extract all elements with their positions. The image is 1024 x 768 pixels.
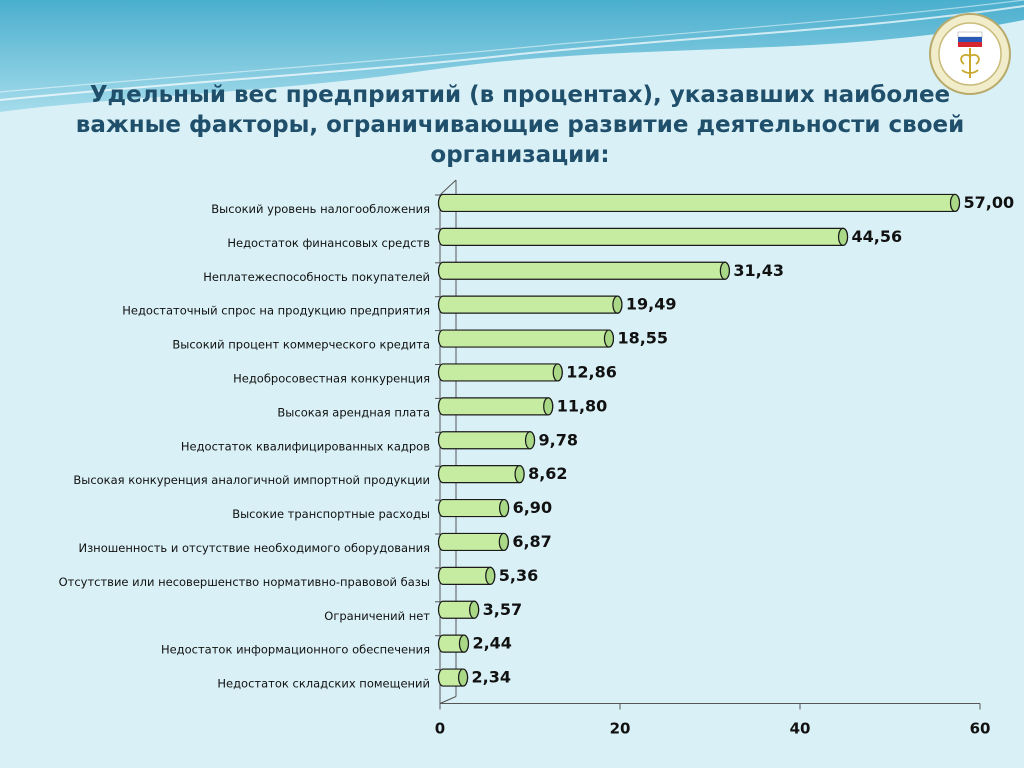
- ministry-emblem-icon: [929, 13, 1011, 95]
- x-tick-label: 40: [790, 720, 811, 738]
- bar-cap: [457, 668, 469, 687]
- bar-body: [437, 397, 554, 416]
- category-label: Недостаточный спрос на продукцию предпри…: [122, 304, 430, 318]
- data-label: 8,62: [528, 464, 567, 483]
- data-label: 11,80: [557, 396, 608, 415]
- bar: [437, 227, 849, 246]
- category-label: Недобросовестная конкуренция: [233, 371, 430, 385]
- category-label: Недостаток квалифицированных кадров: [181, 439, 430, 453]
- bar-body: [437, 261, 730, 280]
- bar-cap: [719, 261, 730, 280]
- page-title: Удельный вес предприятий (в процентах), …: [75, 82, 965, 168]
- data-label: 12,86: [566, 362, 617, 381]
- data-label: 2,44: [472, 634, 511, 653]
- bar-cap: [837, 227, 849, 246]
- bar: [437, 634, 470, 653]
- bar-body: [437, 363, 563, 382]
- category-label: Высокий уровень налогообложения: [211, 202, 430, 216]
- bar-cap: [552, 363, 563, 382]
- bar-body: [437, 465, 525, 484]
- category-label: Высокие транспортные расходы: [232, 507, 430, 521]
- bar-cap: [485, 566, 496, 585]
- category-label: Ограничений нет: [324, 609, 430, 623]
- data-label: 44,56: [852, 227, 903, 246]
- bar: [437, 498, 510, 518]
- bar: [437, 397, 554, 416]
- bar-cap: [949, 193, 961, 213]
- category-label: Неплатежеспособность покупателей: [203, 270, 430, 284]
- bar-cap: [612, 295, 623, 314]
- background-waves: [0, 0, 1024, 112]
- chart-labels: 0 20 40 60 Высокий уровень налогообложения 57…: [59, 193, 1015, 738]
- bar-cap: [543, 397, 554, 416]
- bar: [437, 465, 525, 484]
- bar: [437, 193, 961, 213]
- bar: [437, 363, 563, 382]
- data-label: 2,34: [472, 668, 511, 687]
- y-axis-bottom-edge: [439, 696, 457, 704]
- bar-cap: [498, 532, 509, 552]
- data-label: 19,49: [626, 295, 677, 314]
- chart-bars: [437, 193, 961, 687]
- category-label: Недостаток финансовых средств: [227, 236, 430, 250]
- bar: [437, 532, 509, 552]
- bar-body: [437, 329, 615, 348]
- data-label: 6,90: [513, 498, 552, 517]
- bar: [437, 329, 615, 348]
- data-label: 9,78: [539, 430, 578, 449]
- bar: [437, 566, 496, 585]
- category-label: Изношенность и отсутствие необходимого о…: [78, 541, 430, 555]
- bar: [437, 668, 469, 687]
- bar: [437, 295, 623, 314]
- x-tick-label: 60: [970, 720, 991, 738]
- bar-body: [437, 193, 961, 213]
- bar: [437, 431, 536, 450]
- data-label: 57,00: [964, 193, 1015, 212]
- data-label: 18,55: [617, 329, 668, 348]
- bar: [437, 600, 480, 619]
- bar-body: [437, 227, 849, 246]
- bar-body: [437, 498, 510, 518]
- category-label: Высокая арендная плата: [277, 405, 430, 419]
- data-label: 3,57: [483, 600, 522, 619]
- data-label: 31,43: [733, 261, 784, 280]
- bar-cap: [514, 465, 525, 484]
- bar-cap: [524, 431, 536, 450]
- bar-body: [437, 431, 536, 450]
- bar-cap: [603, 329, 615, 348]
- category-label: Высокий процент коммерческого кредита: [172, 338, 430, 352]
- category-label: Недостаток складских помещений: [217, 677, 430, 691]
- data-label: 5,36: [499, 566, 538, 585]
- y-axis-top-edge: [439, 179, 457, 196]
- bar: [437, 261, 730, 280]
- x-tick-label: 20: [610, 720, 631, 738]
- category-label: Высокая конкуренция аналогичной импортно…: [73, 473, 430, 487]
- bar-body: [437, 295, 623, 314]
- category-label: Отсутствие или несовершенство нормативно…: [59, 575, 430, 589]
- data-label: 6,87: [512, 532, 551, 551]
- bar-cap: [469, 600, 480, 619]
- x-tick-label: 0: [435, 720, 445, 738]
- category-label: Недостаток информационного обеспечения: [161, 643, 430, 657]
- bar-cap: [499, 498, 510, 518]
- bar-body: [437, 532, 509, 552]
- bar-cap: [458, 634, 470, 653]
